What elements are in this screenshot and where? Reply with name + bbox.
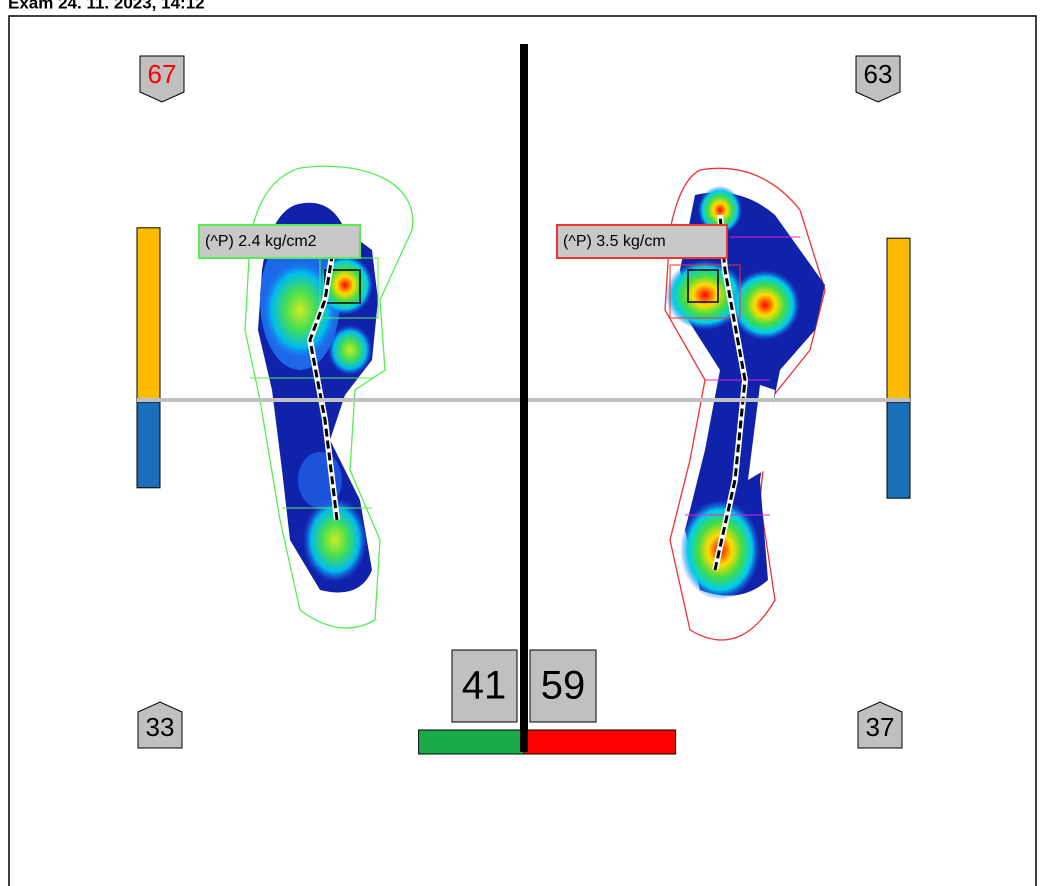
- exam-title: Exam 24. 11. 2023, 14:12: [8, 0, 205, 12]
- right-load-box: [529, 649, 597, 723]
- left-peak-box: (^P) 2.4 kg/cm2: [198, 224, 361, 259]
- badge: 37: [857, 701, 903, 749]
- left-load-box: [451, 649, 518, 723]
- badge: 67: [139, 55, 185, 103]
- front-load-bar: [136, 227, 161, 403]
- left-footprint: [244, 165, 414, 629]
- left-front-percent: 67: [148, 59, 177, 89]
- left-load-percent: 41: [462, 664, 507, 708]
- left-load-bar: [418, 729, 525, 755]
- left-rear-percent: 33: [146, 712, 175, 742]
- badge: 63: [855, 55, 901, 103]
- peak-pressure: (^P) 2.4 kg/cm2: [205, 233, 317, 250]
- front-load-bar: [886, 237, 911, 403]
- peak-pressure: (^P) 3.5 kg/cm: [563, 233, 666, 250]
- badge: 33: [137, 701, 183, 749]
- rear-load-bar: [886, 401, 911, 499]
- right-front-percent: 63: [864, 59, 893, 89]
- rear-load-bar: [136, 401, 161, 489]
- right-load-percent: 59: [541, 664, 586, 708]
- right-peak-box: (^P) 3.5 kg/cm: [556, 224, 728, 259]
- frame: [8, 15, 1037, 886]
- right-load-bar: [523, 729, 677, 755]
- right-footprint: [664, 167, 826, 641]
- right-rear-percent: 37: [866, 712, 895, 742]
